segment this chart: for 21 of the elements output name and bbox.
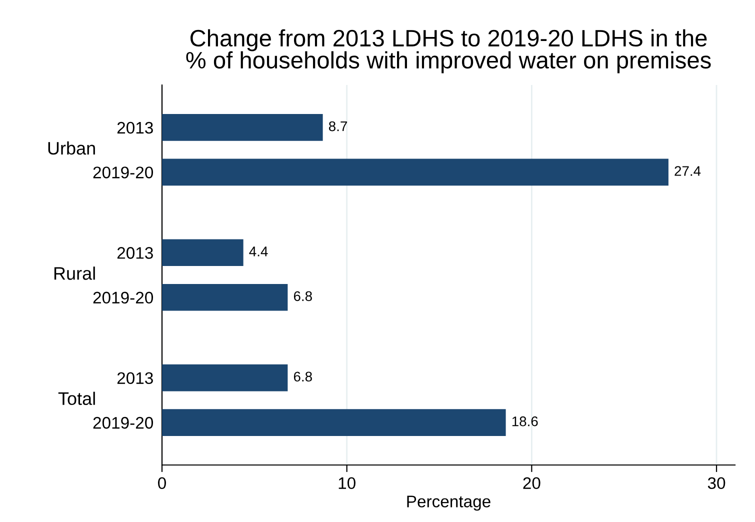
data-label: 18.6	[512, 416, 538, 426]
x-axis-title: Percentage	[407, 496, 490, 511]
x-tick-label: 0	[158, 477, 166, 490]
x-tick-label: 10	[338, 477, 356, 490]
y-tick-label: 2019-20	[93, 292, 154, 304]
y-tick-label: 2019-20	[93, 166, 154, 178]
y-tick-label: 2013	[117, 372, 153, 384]
data-label: 6.8	[294, 372, 312, 382]
x-tick-label: 20	[523, 477, 540, 490]
chart-title: Change from 2013 LDHS to 2019-20 LDHS in the % of households with improved water on premises	[186, 29, 711, 74]
text: Rural	[54, 266, 95, 280]
text: Total	[58, 392, 95, 406]
text: Urban	[48, 141, 95, 155]
data-label: 8.7	[328, 121, 347, 132]
y-tick-label: 2019-20	[93, 416, 154, 429]
data-label: 27.4	[674, 166, 701, 176]
data-label: 4.4	[249, 246, 268, 256]
y-tick-label: 2013	[117, 122, 153, 134]
x-tick-label: 30	[708, 477, 726, 490]
data-label: 6.8	[294, 291, 312, 302]
y-tick-label: 2013	[117, 247, 153, 259]
